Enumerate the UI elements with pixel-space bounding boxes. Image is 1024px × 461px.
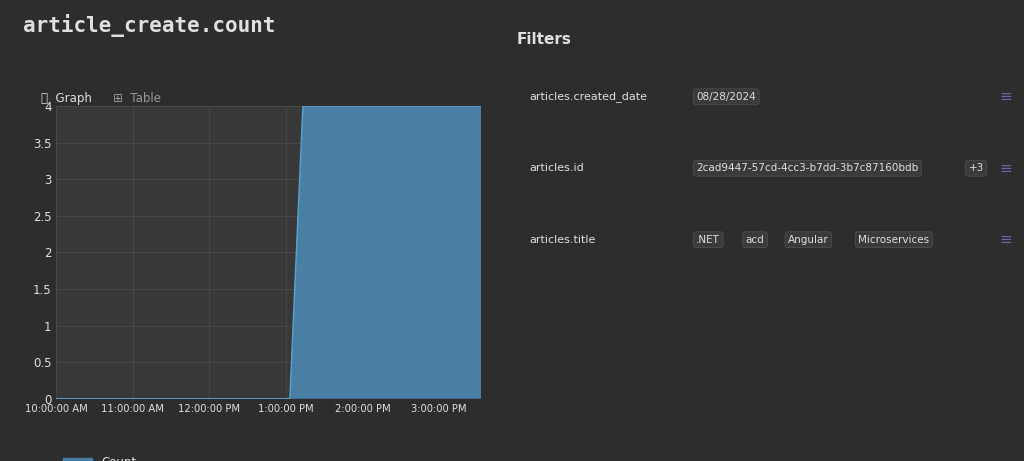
Text: Angular: Angular: [788, 235, 828, 245]
Text: Microservices: Microservices: [858, 235, 930, 245]
Text: ⊞  Table: ⊞ Table: [113, 92, 161, 105]
Text: articles.created_date: articles.created_date: [529, 91, 647, 102]
Text: ≡: ≡: [999, 89, 1012, 104]
Text: Filters: Filters: [517, 32, 572, 47]
Text: 2cad9447-57cd-4cc3-b7dd-3b7c87160bdb: 2cad9447-57cd-4cc3-b7dd-3b7c87160bdb: [696, 163, 919, 173]
Polygon shape: [56, 106, 481, 399]
Text: article_create.count: article_create.count: [23, 14, 275, 37]
Text: articles.title: articles.title: [529, 235, 596, 245]
Text: +3: +3: [969, 163, 984, 173]
Text: 08/28/2024: 08/28/2024: [696, 92, 756, 102]
Legend: Count: Count: [58, 451, 141, 461]
Text: ≡: ≡: [999, 161, 1012, 176]
Text: .NET: .NET: [696, 235, 720, 245]
Text: acd: acd: [745, 235, 765, 245]
Text: 📈  Graph: 📈 Graph: [41, 92, 92, 105]
Text: ≡: ≡: [999, 232, 1012, 247]
Text: articles.id: articles.id: [529, 163, 584, 173]
